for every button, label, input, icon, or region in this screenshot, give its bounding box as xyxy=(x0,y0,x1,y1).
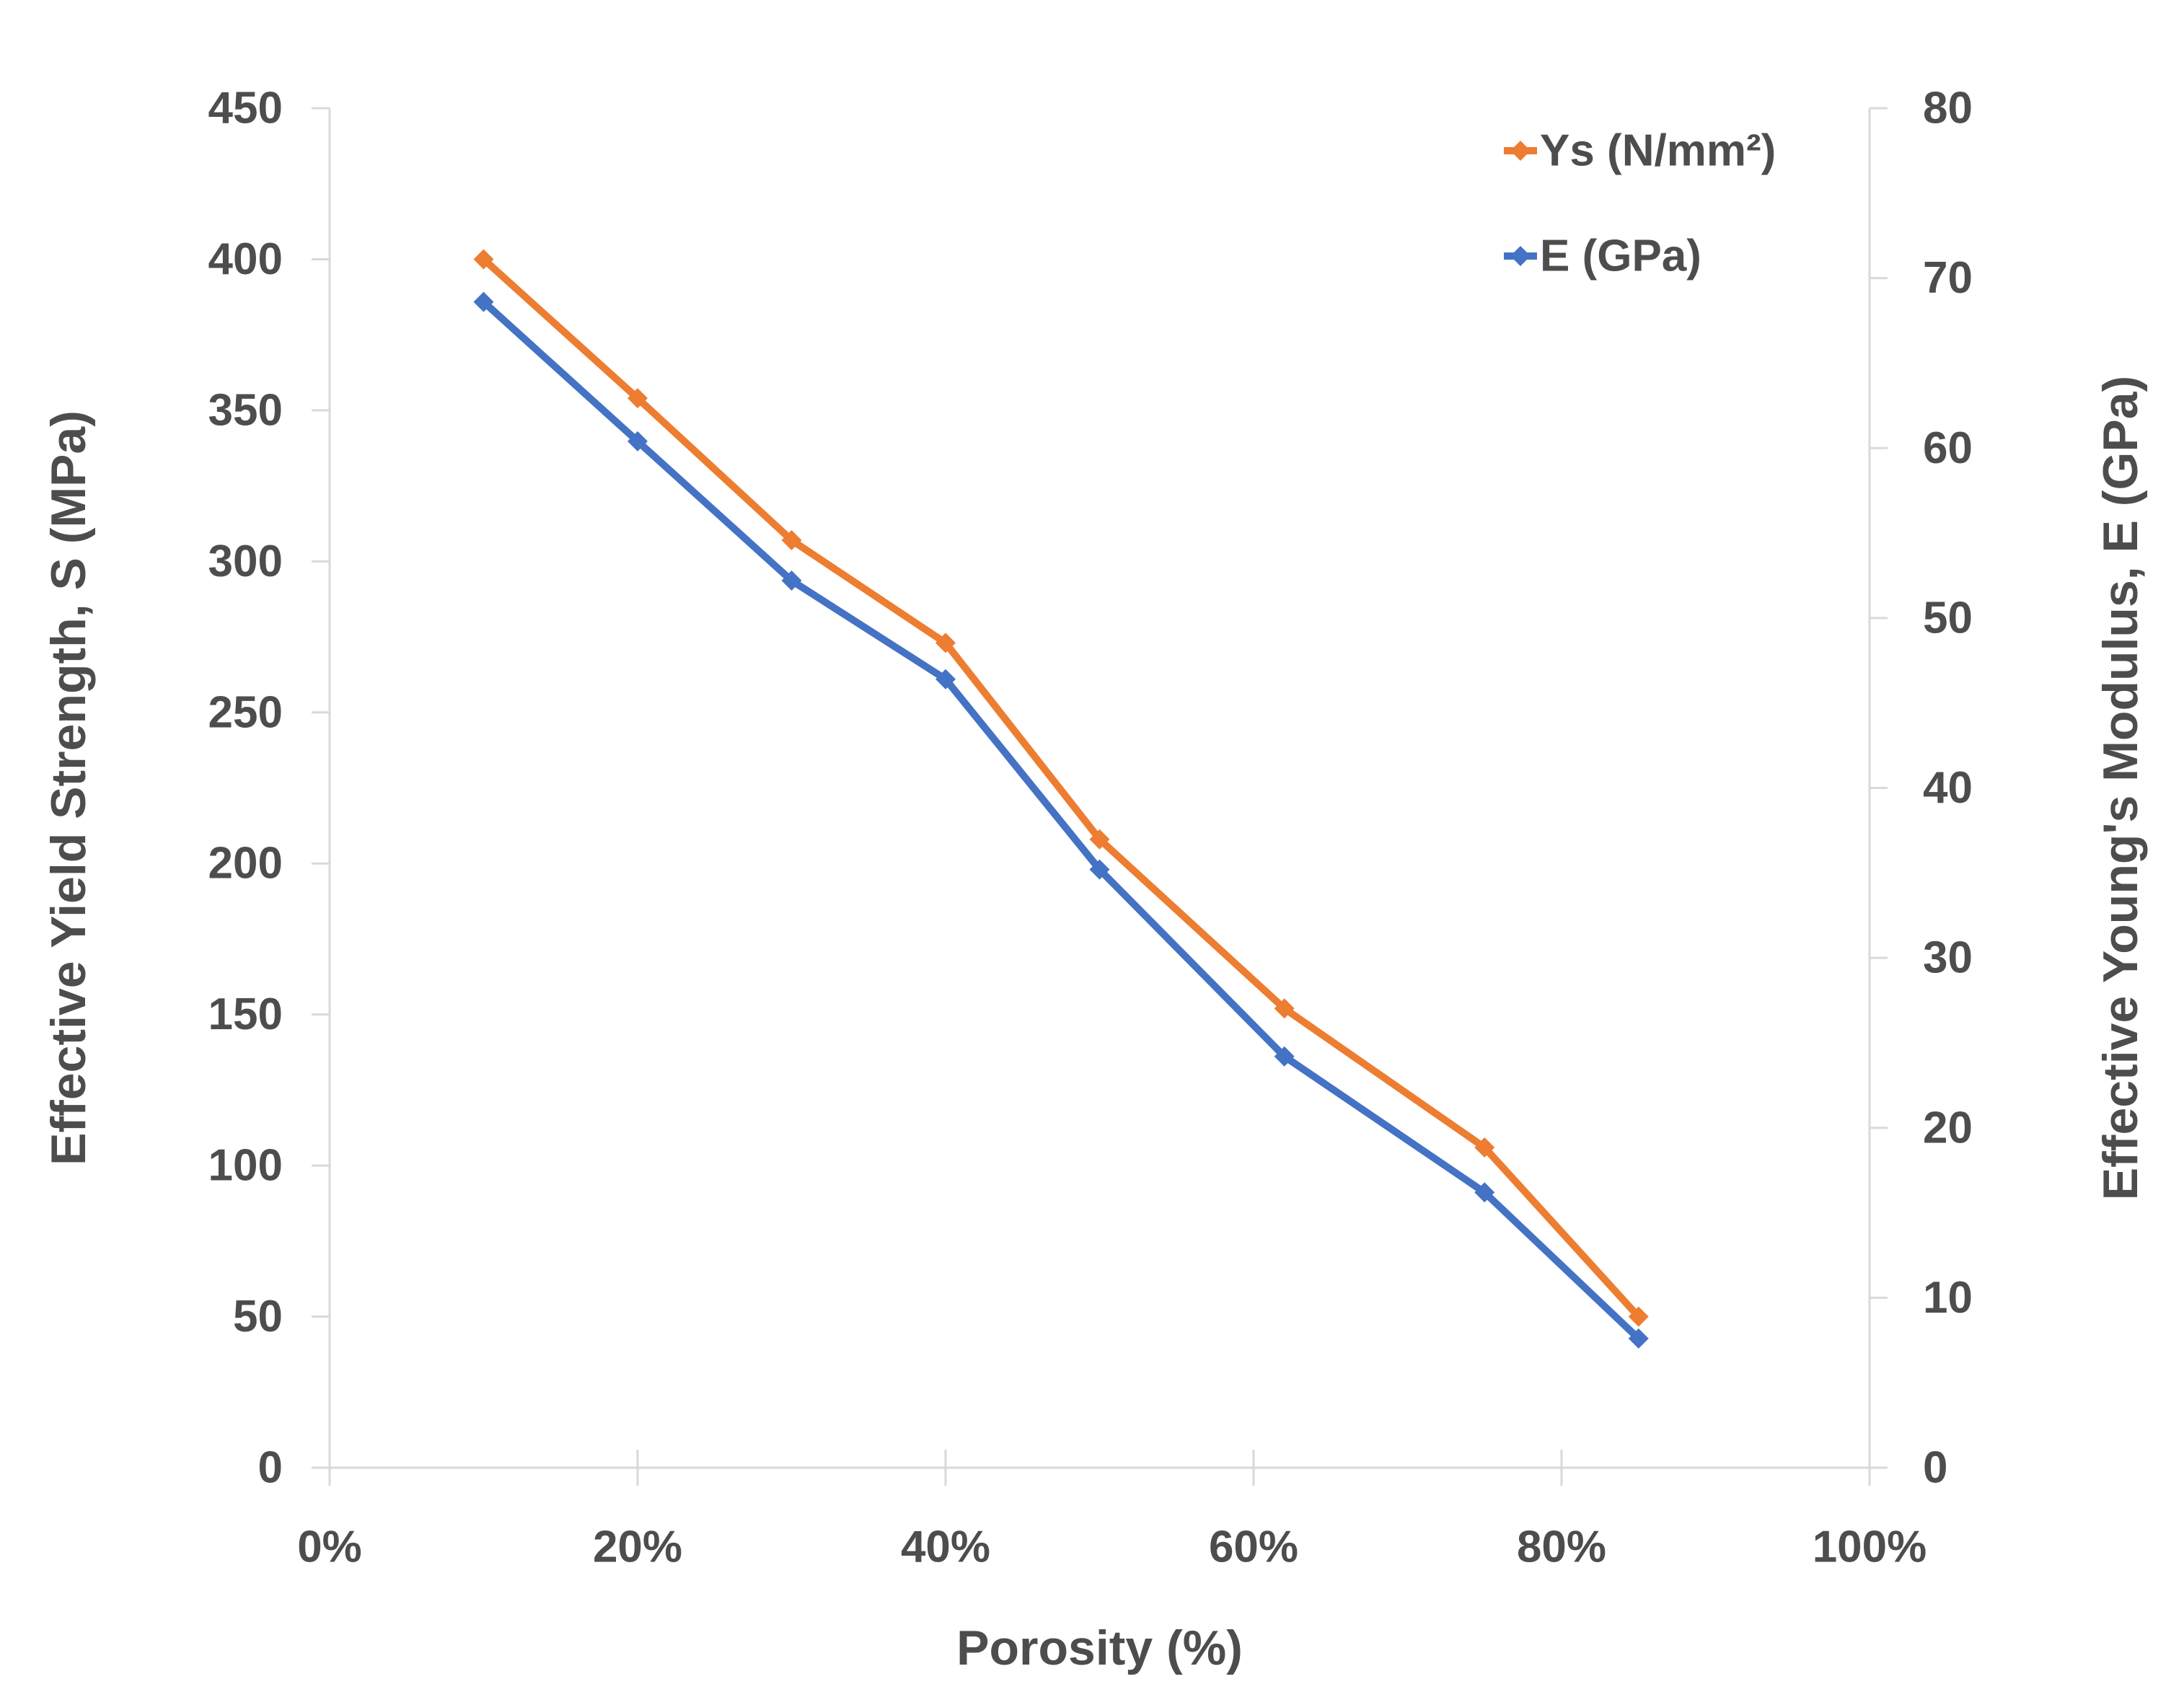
data-point-marker-e xyxy=(1274,1046,1295,1067)
legend-label-ys[interactable]: Ys (N/mm²) xyxy=(1540,126,1776,176)
x-axis-tick-label: 80% xyxy=(1517,1523,1606,1572)
right-axis-tick-label: 10 xyxy=(1923,1273,1973,1323)
left-axis-tick-label: 150 xyxy=(208,990,283,1039)
x-axis-tick-label: 60% xyxy=(1209,1523,1298,1572)
x-axis-title: Porosity (%) xyxy=(956,1621,1243,1675)
data-point-marker-e xyxy=(1089,859,1110,880)
x-axis-tick-label: 0% xyxy=(297,1523,362,1572)
right-axis-tick-label: 0 xyxy=(1923,1443,1947,1493)
left-axis-tick-label: 200 xyxy=(208,839,283,889)
left-axis-tick-label: 350 xyxy=(208,385,283,435)
data-point-marker-ys xyxy=(1474,1137,1495,1158)
series-line-ys xyxy=(480,255,1642,1321)
legend-label-e[interactable]: E (GPa) xyxy=(1540,232,1701,281)
left-axis-tick-label: 450 xyxy=(208,84,283,133)
right-axis-tick-label: 80 xyxy=(1923,84,1973,133)
data-point-marker-e xyxy=(1628,1328,1649,1349)
left-axis-tick-label: 300 xyxy=(208,537,283,586)
right-axis-tick-label: 40 xyxy=(1923,763,1973,813)
right-axis-tick-label: 70 xyxy=(1923,253,1973,303)
data-point-marker-ys xyxy=(1089,829,1110,850)
right-axis-tick-label: 30 xyxy=(1923,933,1973,983)
legend-marker-ys xyxy=(1510,141,1531,161)
legend-marker-e xyxy=(1510,246,1531,266)
data-point-marker-e xyxy=(473,291,494,312)
x-axis-tick-label: 100% xyxy=(1813,1523,1927,1572)
left-axis-tick-label: 250 xyxy=(208,687,283,737)
series-line-e xyxy=(480,298,1642,1342)
left-axis-tick-label: 400 xyxy=(208,234,283,284)
left-axis-title: Effective Yield Strength, S (MPa) xyxy=(41,410,96,1166)
data-point-marker-ys xyxy=(1628,1306,1649,1327)
right-axis-tick-label: 20 xyxy=(1923,1103,1973,1153)
x-axis-tick-label: 20% xyxy=(593,1523,682,1572)
data-point-marker-ys xyxy=(1274,998,1295,1019)
left-axis-tick-label: 50 xyxy=(233,1292,283,1341)
data-point-marker-e xyxy=(628,431,648,451)
right-axis-tick-label: 60 xyxy=(1923,423,1973,473)
data-point-marker-ys xyxy=(473,249,494,270)
x-axis-tick-label: 40% xyxy=(901,1523,990,1572)
data-point-marker-ys xyxy=(935,633,956,653)
data-point-marker-e xyxy=(1474,1182,1495,1203)
left-axis-tick-label: 100 xyxy=(208,1141,283,1191)
data-point-marker-ys xyxy=(628,388,648,409)
right-axis-tick-label: 50 xyxy=(1923,593,1973,643)
left-axis-tick-label: 0 xyxy=(258,1443,283,1493)
data-point-marker-e xyxy=(935,669,956,689)
data-point-marker-ys xyxy=(781,530,802,551)
data-point-marker-e xyxy=(781,570,802,591)
right-axis-title: Effective Young's Modulus, E (GPa) xyxy=(2093,376,2148,1200)
